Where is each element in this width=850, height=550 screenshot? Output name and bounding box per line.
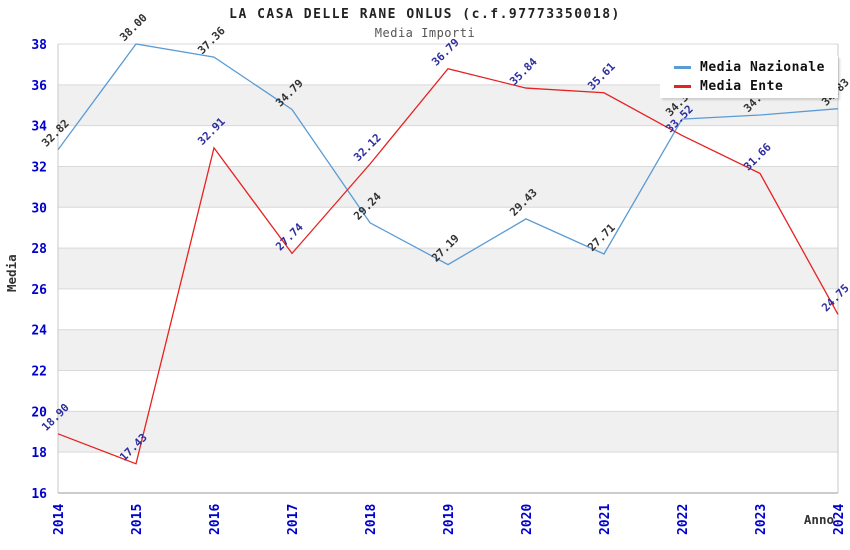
x-tick-label: 2024	[832, 504, 847, 535]
y-tick-label: 26	[31, 283, 47, 298]
chart-title: LA CASA DELLE RANE ONLUS (c.f.9777335001…	[229, 7, 621, 22]
media-nazionale-value-label: 38.00	[117, 11, 150, 44]
media-nazionale-value-label: 37.36	[195, 24, 228, 57]
y-tick-label: 36	[31, 79, 47, 94]
y-tick-label: 28	[31, 242, 47, 257]
chart-subtitle: Media Importi	[374, 26, 476, 40]
x-tick-label: 2015	[130, 504, 145, 535]
media-nazionale-line	[57, 43, 839, 266]
media-ente-line	[57, 67, 839, 465]
y-tick-label: 38	[31, 38, 47, 53]
legend-label-media-nazionale: Media Nazionale	[700, 60, 825, 75]
x-tick-label: 2020	[520, 504, 535, 535]
y-axis-title: Media	[4, 254, 19, 292]
y-tick-label: 22	[31, 365, 47, 380]
x-tick-label: 2014	[52, 504, 67, 535]
band	[58, 329, 838, 371]
y-tick-label: 18	[31, 446, 47, 461]
y-tick-label: 34	[31, 120, 47, 135]
media-nazionale-line-swatch	[674, 66, 691, 69]
legend: Media Nazionale Media Ente	[660, 56, 838, 98]
x-tick-label: 2018	[364, 504, 379, 535]
x-axis-title: Anno	[804, 512, 834, 527]
media-ente-line-swatch	[674, 85, 691, 88]
x-tick-label: 2019	[442, 504, 457, 535]
y-tick-label: 32	[31, 160, 47, 175]
x-tick-label: 2016	[208, 504, 223, 535]
x-tick-label: 2017	[286, 504, 301, 535]
legend-item-media-nazionale: Media Nazionale	[674, 60, 838, 75]
legend-label-media-ente: Media Ente	[700, 79, 784, 94]
media-ente-value-label: 36.79	[429, 36, 462, 69]
legend-item-media-ente: Media Ente	[674, 79, 838, 94]
media-ente-value-label: 35.84	[507, 55, 540, 88]
y-tick-label: 20	[31, 405, 47, 420]
y-tick-label: 30	[31, 201, 47, 216]
y-tick-label: 24	[31, 324, 47, 339]
media-ente-value-label: 32.12	[351, 131, 384, 164]
x-tick-label: 2021	[598, 504, 613, 535]
x-tick-label: 2023	[754, 504, 769, 535]
band	[58, 166, 838, 208]
y-tick-label: 16	[31, 487, 47, 502]
band	[58, 411, 838, 453]
x-tick-label: 2022	[676, 504, 691, 535]
